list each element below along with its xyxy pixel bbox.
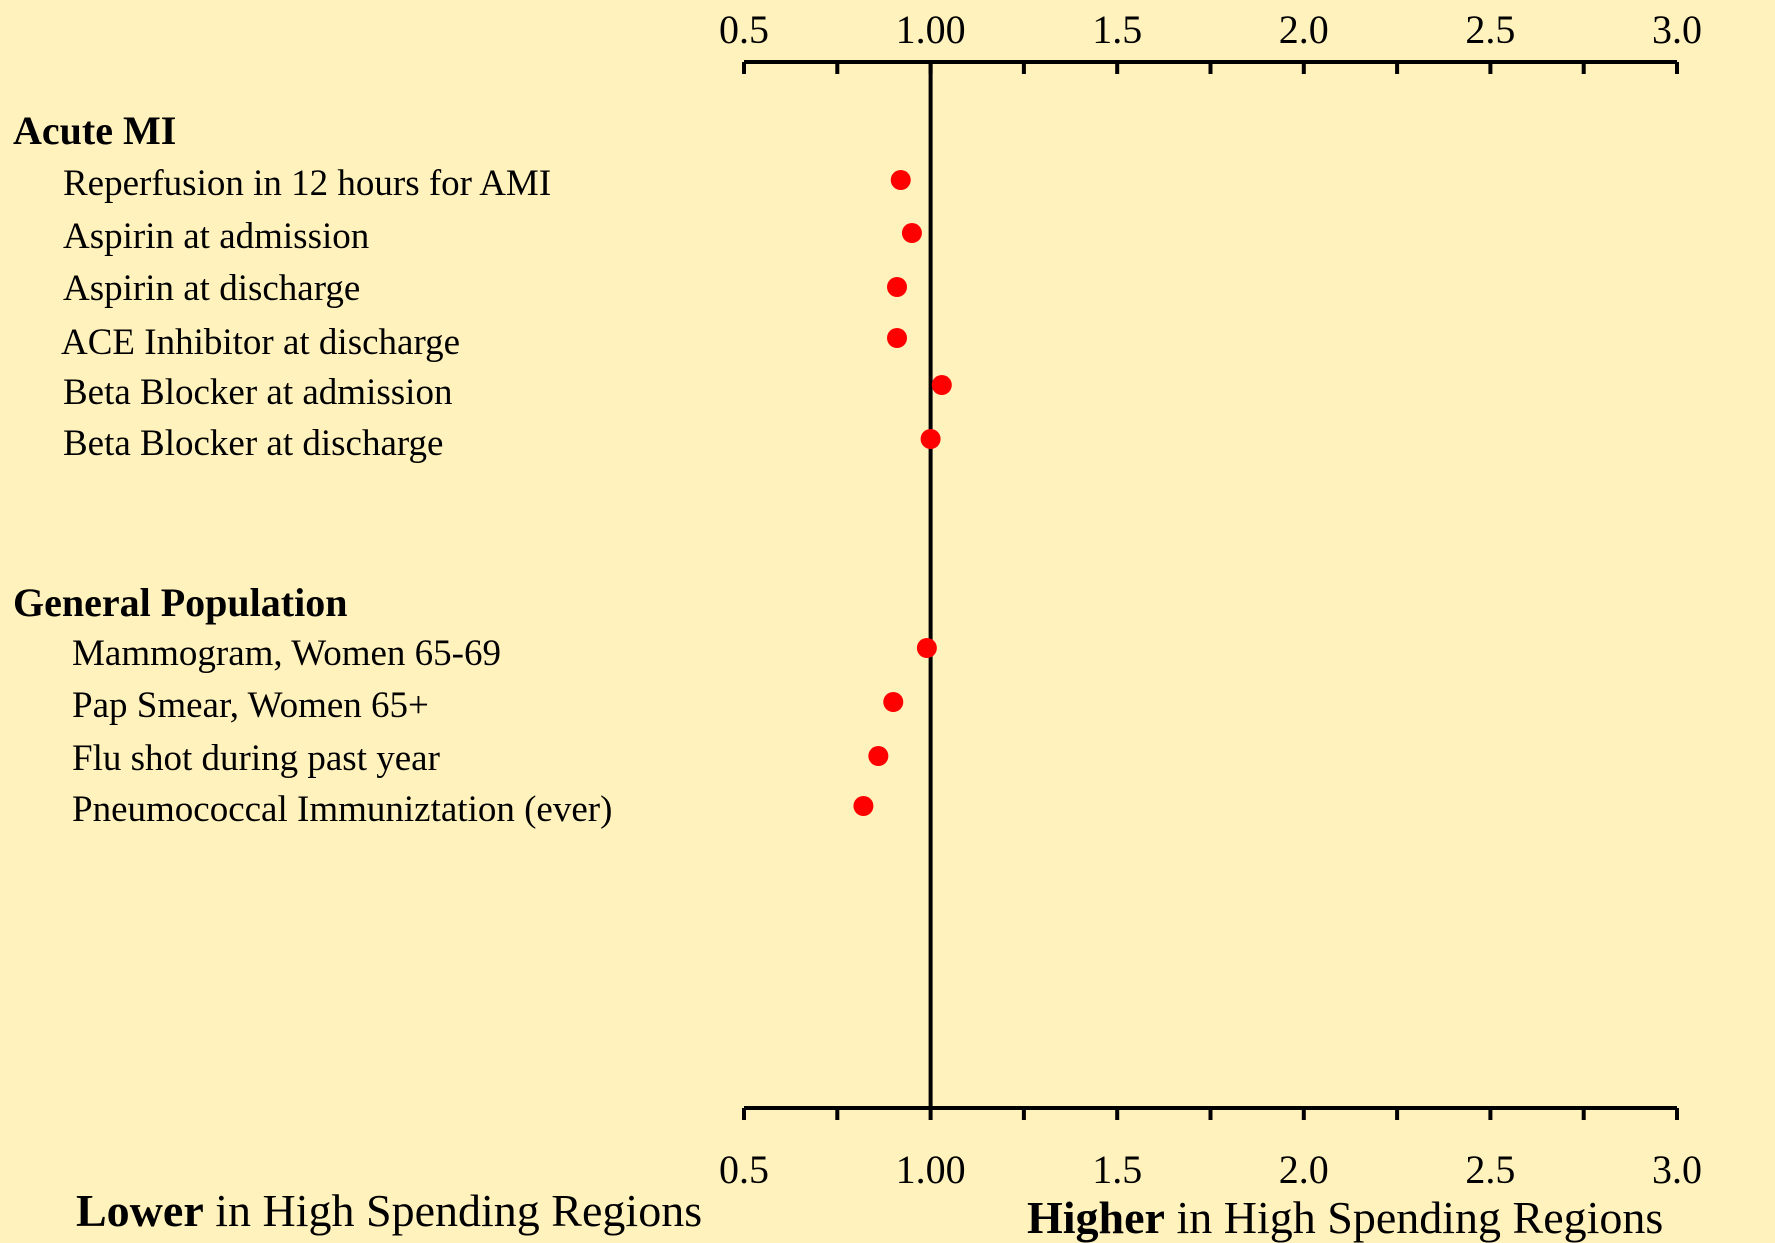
row-label: Beta Blocker at discharge bbox=[63, 423, 444, 464]
bottom-tick-label: 1.00 bbox=[896, 1147, 966, 1192]
data-point bbox=[853, 796, 874, 816]
data-point bbox=[890, 170, 911, 190]
row-label: Pneumococcal Immuniztation (ever) bbox=[72, 789, 613, 830]
footer-left-rest: in High Spending Regions bbox=[203, 1185, 703, 1236]
top-tick-label: 0.5 bbox=[719, 7, 769, 52]
bottom-tick-label: 2.0 bbox=[1279, 1147, 1329, 1192]
data-point bbox=[920, 429, 941, 449]
row-label: ACE Inhibitor at discharge bbox=[61, 322, 461, 363]
top-tick-label: 3.0 bbox=[1652, 7, 1702, 52]
row-label: Beta Blocker at admission bbox=[63, 372, 453, 413]
top-tick-label: 2.0 bbox=[1279, 7, 1329, 52]
row-label: Reperfusion in 12 hours for AMI bbox=[63, 163, 552, 204]
group-label-general-population: General Population bbox=[13, 580, 348, 625]
data-point bbox=[887, 277, 908, 297]
bottom-tick-label: 3.0 bbox=[1652, 1147, 1702, 1192]
row-label: Aspirin at admission bbox=[63, 216, 370, 257]
bottom-tick-label: 1.5 bbox=[1092, 1147, 1142, 1192]
group-label-acute-mi: Acute MI bbox=[13, 108, 177, 153]
footer-right-rest: in High Spending Regions bbox=[1164, 1192, 1664, 1243]
data-point bbox=[916, 638, 937, 658]
bottom-tick-label: 2.5 bbox=[1465, 1147, 1515, 1192]
row-label: Aspirin at discharge bbox=[63, 268, 361, 309]
footer-right-bold: Higher bbox=[1027, 1192, 1165, 1243]
bottom-tick-label: 0.5 bbox=[719, 1147, 769, 1192]
row-label: Mammogram, Women 65-69 bbox=[72, 633, 501, 674]
footer-left-bold: Lower bbox=[76, 1185, 204, 1236]
footer-left: Lower in High Spending Regions bbox=[76, 1188, 702, 1234]
data-point bbox=[901, 223, 922, 243]
data-point bbox=[931, 375, 952, 395]
row-label: Pap Smear, Women 65+ bbox=[72, 685, 429, 726]
footer-right: Higher in High Spending Regions bbox=[1027, 1195, 1663, 1241]
top-tick-label: 1.00 bbox=[896, 7, 966, 52]
top-tick-label: 1.5 bbox=[1092, 7, 1142, 52]
data-point bbox=[887, 328, 908, 348]
data-point bbox=[883, 692, 904, 712]
top-tick-label: 2.5 bbox=[1465, 7, 1515, 52]
row-label: Flu shot during past year bbox=[72, 738, 440, 779]
data-point bbox=[868, 746, 889, 766]
